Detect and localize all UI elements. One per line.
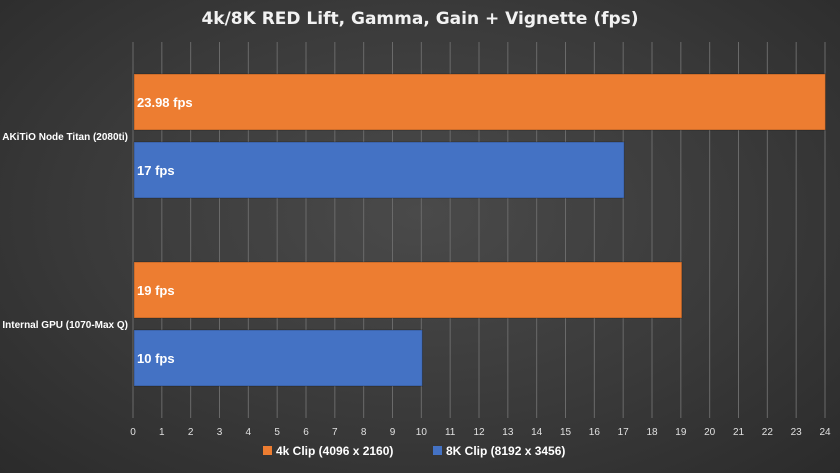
data-label: 10 fps (137, 351, 175, 366)
bar-0-0 (133, 73, 826, 131)
category-label: AKiTiO Node Titan (2080ti) (2, 132, 128, 143)
x-tick-label: 12 (473, 427, 485, 438)
category-labels: AKiTiO Node Titan (2080ti) Internal GPU (… (2, 132, 128, 331)
legend-swatch-1 (433, 446, 442, 455)
x-tick-label: 3 (217, 427, 223, 438)
x-tick-label: 7 (332, 427, 338, 438)
bar-1-0 (133, 141, 625, 199)
legend-label: 8K Clip (8192 x 3456) (446, 444, 565, 458)
x-tick-label: 17 (618, 427, 630, 438)
x-tick-label: 13 (502, 427, 514, 438)
bar-0-1 (133, 261, 683, 319)
x-tick-label: 11 (445, 427, 456, 438)
x-tick-label: 22 (762, 427, 774, 438)
chart-title: 4k/8K RED Lift, Gamma, Gain + Vignette (… (201, 9, 638, 29)
data-label: 23.98 fps (137, 95, 193, 110)
data-label: 17 fps (137, 163, 175, 178)
x-tick-label: 18 (646, 427, 658, 438)
x-tick-label: 10 (416, 427, 428, 438)
category-label: Internal GPU (1070-Max Q) (2, 320, 128, 331)
x-tick-label: 16 (589, 427, 601, 438)
data-label: 19 fps (137, 283, 175, 298)
x-tick-label: 21 (733, 427, 745, 438)
legend: 4k Clip (4096 x 2160) 8K Clip (8192 x 345… (263, 444, 565, 458)
x-tick-label: 20 (704, 427, 716, 438)
x-tick-label: 23 (791, 427, 803, 438)
x-tick-label: 14 (531, 427, 543, 438)
legend-swatch-0 (263, 446, 272, 455)
x-tick-label: 6 (303, 427, 309, 438)
x-tick-label: 9 (390, 427, 396, 438)
x-tick-label: 8 (361, 427, 367, 438)
bar-1-1 (133, 329, 423, 387)
x-tick-label: 1 (159, 427, 165, 438)
x-tick-label: 2 (188, 427, 194, 438)
x-tick-label: 19 (675, 427, 687, 438)
x-tick-label: 0 (130, 427, 136, 438)
x-axis-ticks: 0 1 2 3 4 5 6 7 8 9 10 11 12 13 14 15 16 17 18 19 20 21 22 23 24 (130, 427, 831, 438)
x-tick-label: 4 (246, 427, 252, 438)
x-tick-label: 15 (560, 427, 572, 438)
bars: 23.98 fps 17 fps 19 fps 10 fps (133, 73, 826, 387)
legend-label: 4k Clip (4096 x 2160) (276, 444, 393, 458)
x-tick-label: 24 (819, 427, 831, 438)
x-tick-label: 5 (274, 427, 280, 438)
